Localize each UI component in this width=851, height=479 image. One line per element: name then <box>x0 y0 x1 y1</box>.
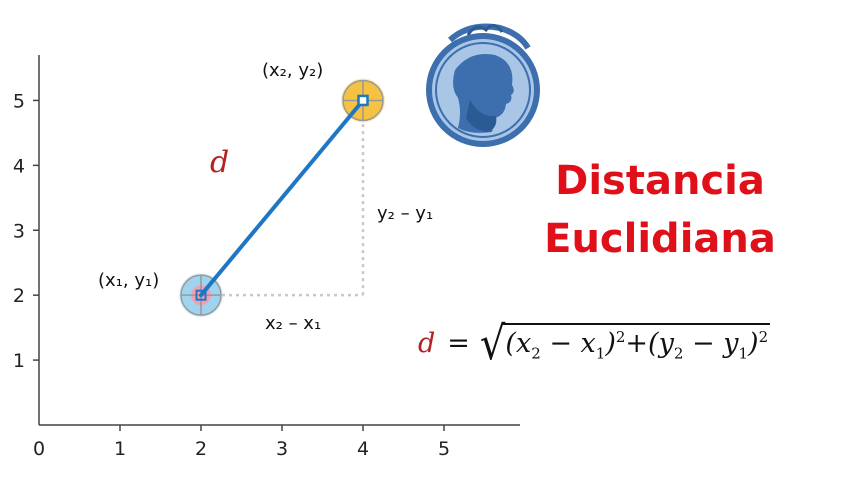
y-tick-label: 2 <box>13 285 25 307</box>
x-tick-label: 1 <box>114 438 126 460</box>
distance-label: d <box>210 145 229 180</box>
point-1-label: (x₁, y₁) <box>98 270 159 291</box>
axis-ticks <box>33 99 445 431</box>
title-line-1: Distancia <box>555 158 765 204</box>
distance-formula: d = √ (x2 − x1)2+(y2 − y1)2 <box>418 317 771 371</box>
point-2-label: (x₂, y₂) <box>262 60 323 81</box>
y-tick-label: 5 <box>13 90 25 112</box>
dy-label: y₂ – y₁ <box>377 203 433 224</box>
point-1-square <box>195 289 207 301</box>
point-2-square <box>357 94 369 107</box>
y-tick-label: 3 <box>13 220 25 242</box>
x-tick-label: 3 <box>276 438 288 460</box>
dx-label: x₂ – x₁ <box>265 313 321 334</box>
y-tick-label: 1 <box>13 350 25 372</box>
distance-segment <box>199 98 365 298</box>
title: Distancia Euclidiana <box>520 152 800 268</box>
formula-lhs: d <box>418 327 436 359</box>
x-tick-label: 2 <box>195 438 207 460</box>
axis-tick-labels: 0 1 2 3 4 5 1 2 3 4 5 <box>13 90 450 460</box>
x-tick-label: 4 <box>357 438 369 460</box>
formula-equals: = <box>447 327 470 359</box>
title-line-2: Euclidiana <box>544 216 776 262</box>
x-tick-label: 0 <box>33 438 45 460</box>
x-tick-label: 5 <box>438 438 450 460</box>
euclid-portrait-coin-icon <box>426 23 540 147</box>
radical-sign: √ <box>479 317 506 371</box>
y-tick-label: 4 <box>13 155 25 177</box>
formula-radicand: (x2 − x1)2+(y2 − y1)2 <box>503 323 771 363</box>
